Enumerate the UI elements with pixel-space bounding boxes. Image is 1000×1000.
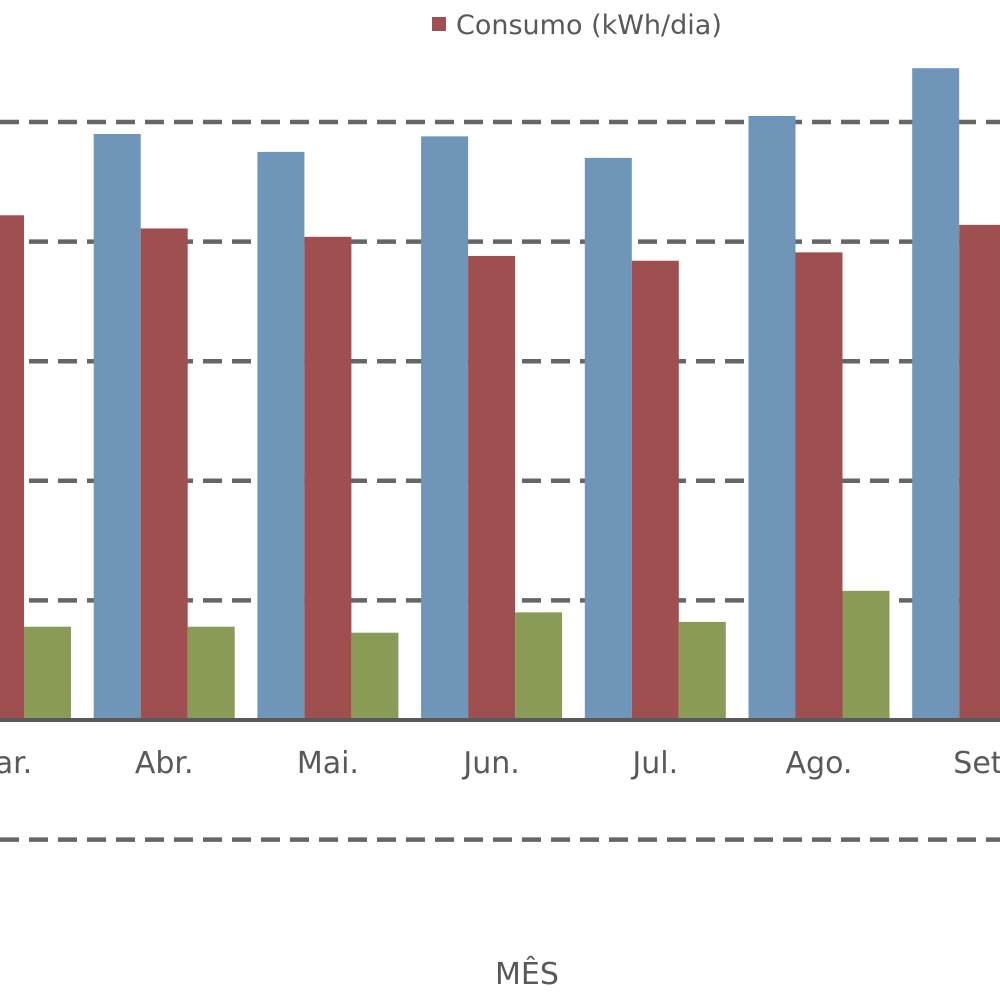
x-tick-label: Set. — [953, 746, 1000, 781]
x-axis-title: MÊS — [495, 956, 559, 992]
bars — [0, 68, 1000, 721]
x-tick-label: Mai. — [297, 746, 359, 781]
bar — [351, 632, 399, 720]
bar — [631, 260, 679, 720]
x-tick-label: Abr. — [135, 746, 194, 781]
bar — [0, 215, 24, 720]
x-tick-label: Jun. — [461, 746, 519, 781]
legend-swatch — [432, 17, 446, 31]
x-tick-label: Mar. — [0, 746, 32, 781]
bar — [187, 626, 235, 720]
bar — [795, 252, 843, 720]
bar — [304, 236, 352, 721]
bar — [468, 255, 516, 720]
bar — [748, 116, 796, 720]
legend-label: Consumo (kWh/dia) — [456, 10, 722, 41]
bar — [678, 621, 726, 720]
bar — [24, 626, 71, 720]
bar — [959, 224, 1000, 720]
bar — [93, 133, 141, 720]
x-tick-label: Ago. — [786, 746, 853, 781]
bar — [515, 612, 563, 720]
bar — [584, 157, 632, 720]
bar — [421, 136, 469, 721]
bar — [257, 151, 305, 720]
x-tick-label: Jul. — [630, 746, 678, 781]
bar — [140, 228, 188, 720]
x-tick-labels: Mar. Abr. Mai. Jun. Jul. Ago. Set. — [0, 746, 1000, 781]
bar — [912, 68, 960, 721]
bar — [842, 590, 890, 720]
legend: Consumo (kWh/dia) — [432, 10, 722, 41]
